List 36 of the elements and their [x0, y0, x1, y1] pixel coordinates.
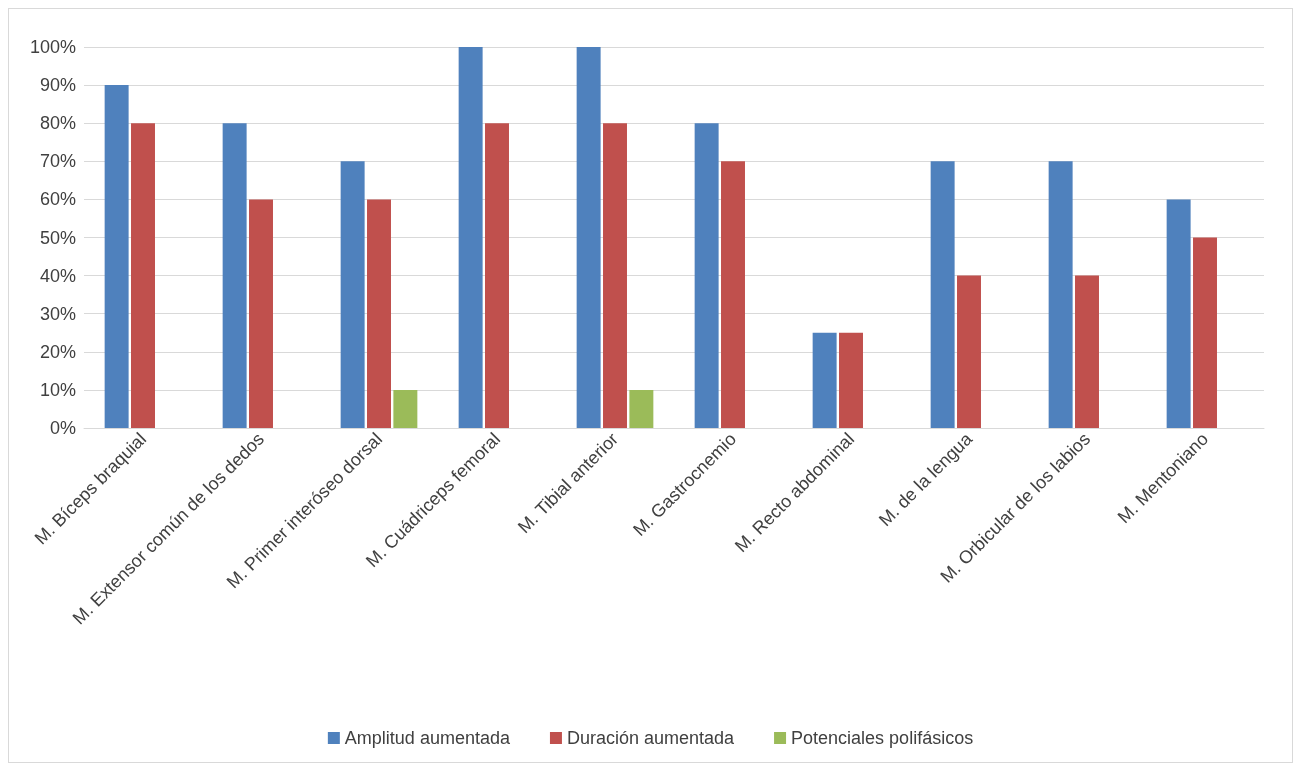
y-tick-label: 70%: [39, 151, 76, 172]
bar: [222, 123, 247, 428]
bar: [1075, 275, 1099, 428]
bar: [721, 161, 745, 428]
legend-label: Potenciales polifásicos: [791, 728, 974, 748]
bar: [576, 47, 601, 428]
bar: [367, 199, 391, 428]
y-tick-label: 0%: [49, 418, 76, 438]
bar: [957, 275, 981, 428]
legend-label: Amplitud aumentada: [344, 728, 511, 748]
y-tick-label: 30%: [39, 303, 76, 324]
y-tick-label: 60%: [39, 189, 76, 210]
y-tick-label: 10%: [39, 379, 76, 400]
y-tick-label: 50%: [39, 227, 76, 248]
bar: [603, 123, 627, 428]
y-tick-label: 20%: [39, 341, 76, 362]
y-tick-label: 100%: [29, 37, 76, 57]
bar: [249, 199, 273, 428]
y-tick-label: 90%: [39, 75, 76, 96]
bar: [1193, 237, 1217, 428]
y-tick-label: 40%: [39, 265, 76, 286]
bar: [458, 47, 483, 428]
bar: [629, 389, 654, 428]
bar: [393, 389, 418, 428]
y-tick-label: 80%: [39, 113, 76, 134]
bar: [930, 161, 955, 428]
bar: [1166, 199, 1191, 428]
bar: [131, 123, 155, 428]
bar: [694, 123, 719, 428]
bar: [1048, 161, 1073, 428]
bar: [812, 332, 837, 428]
bar: [839, 332, 863, 428]
bar: [104, 85, 129, 428]
bar: [340, 161, 365, 428]
legend-label: Duración aumentada: [566, 728, 736, 748]
bar: [485, 123, 509, 428]
